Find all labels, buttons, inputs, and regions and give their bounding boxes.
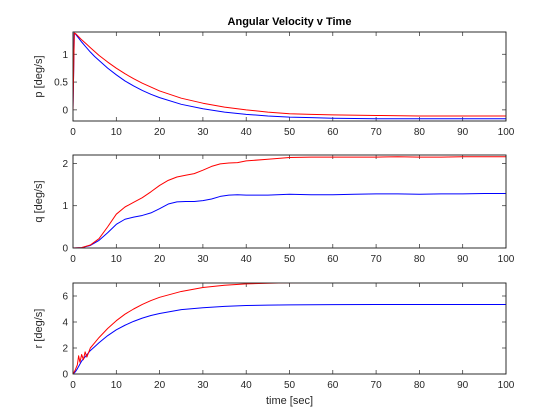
x-tick-label-p: 10 (111, 127, 123, 138)
x-tick-label-p: 40 (241, 127, 253, 138)
x-tick-label-p: 50 (284, 127, 296, 138)
x-tick-label-r: 80 (414, 380, 426, 391)
plot-area-r (73, 283, 506, 374)
plot-area-p (73, 32, 506, 121)
axes-r: 0 10 20 30 40 50 60 70 80 90 100 0 2 4 6 r [deg/s] time … (33, 282, 515, 407)
x-tick-label-q: 90 (457, 254, 469, 265)
x-tick-label-p: 60 (327, 127, 339, 138)
x-tick-label-q: 100 (498, 254, 515, 265)
x-tick-label-q: 70 (371, 254, 383, 265)
x-tick-label-q: 60 (327, 254, 339, 265)
y-tick-label-p: 0 (62, 105, 68, 116)
x-tick-label-q: 10 (111, 254, 123, 265)
x-tick-label-q: 50 (284, 254, 296, 265)
x-tick-label-q: 40 (241, 254, 253, 265)
x-tick-label-p: 30 (197, 127, 209, 138)
x-tick-label-r: 20 (154, 380, 166, 391)
x-tick-label-r: 30 (197, 380, 209, 391)
x-tick-label-q: 30 (197, 254, 209, 265)
x-tick-label-q: 0 (70, 254, 76, 265)
x-tick-label-p: 80 (414, 127, 426, 138)
x-tick-label-q: 80 (414, 254, 426, 265)
axes-q: 0 10 20 30 40 50 60 70 80 90 100 0 1 2 q [deg/s] (33, 155, 515, 265)
x-tick-label-p: 100 (498, 127, 515, 138)
x-tick-label-r: 60 (327, 380, 339, 391)
chart-title: Angular Velocity v Time (228, 16, 352, 28)
y-tick-label-r: 0 (62, 370, 68, 381)
y-tick-label-p: 1 (62, 50, 68, 61)
y-axis-label-r: r [deg/s] (33, 309, 45, 349)
y-tick-label-q: 1 (62, 201, 68, 212)
x-tick-label-r: 90 (457, 380, 469, 391)
x-tick-label-p: 0 (70, 127, 76, 138)
x-tick-label-q: 20 (154, 254, 166, 265)
x-tick-label-p: 90 (457, 127, 469, 138)
y-axis-label-p: p [deg/s] (33, 55, 45, 97)
x-tick-label-r: 100 (498, 380, 515, 391)
y-tick-label-r: 6 (62, 292, 68, 303)
y-tick-label-q: 2 (62, 159, 68, 170)
x-tick-label-r: 50 (284, 380, 296, 391)
y-axis-label-q: q [deg/s] (33, 180, 45, 222)
x-tick-label-r: 40 (241, 380, 253, 391)
y-tick-label-q: 0 (62, 244, 68, 255)
plot-area-q (73, 155, 506, 248)
x-tick-label-r: 0 (70, 380, 76, 391)
y-tick-label-r: 2 (62, 344, 68, 355)
y-tick-label-p: 0.5 (54, 78, 68, 89)
y-tick-label-r: 4 (62, 318, 68, 329)
x-tick-label-r: 10 (111, 380, 123, 391)
x-tick-label-p: 20 (154, 127, 166, 138)
x-tick-label-p: 70 (371, 127, 383, 138)
x-tick-label-r: 70 (371, 380, 383, 391)
axes-p: 0 10 20 30 40 50 60 70 80 90 100 0 0.5 1 p [deg/s] Angu… (33, 16, 515, 138)
x-axis-label-r: time [sec] (266, 395, 313, 407)
